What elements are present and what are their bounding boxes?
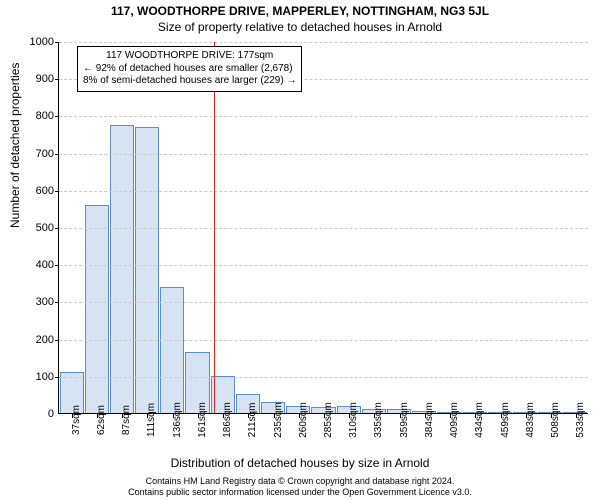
footer-line-2: Contains public sector information licen… xyxy=(0,487,600,498)
xtick-label: 335sqm xyxy=(373,402,384,438)
xtick-label: 260sqm xyxy=(298,402,309,438)
x-axis-label: Distribution of detached houses by size … xyxy=(0,456,600,470)
xtick-label: 186sqm xyxy=(222,402,233,438)
ytick-mark xyxy=(55,377,59,378)
y-axis-label: Number of detached properties xyxy=(8,63,22,228)
gridline xyxy=(59,302,588,303)
xtick-label: 285sqm xyxy=(323,402,334,438)
xtick-label: 161sqm xyxy=(197,402,208,438)
gridline xyxy=(59,265,588,266)
ytick-mark xyxy=(55,340,59,341)
xtick-label: 211sqm xyxy=(247,403,258,438)
ytick-label: 900 xyxy=(14,73,54,85)
ytick-label: 800 xyxy=(14,110,54,122)
ytick-mark xyxy=(55,116,59,117)
gridline xyxy=(59,377,588,378)
ytick-label: 500 xyxy=(14,222,54,234)
gridline xyxy=(59,340,588,341)
annotation-line: 8% of semi-detached houses are larger (2… xyxy=(83,75,296,88)
ytick-label: 400 xyxy=(14,259,54,271)
chart-plot-area: 117 WOODTHORPE DRIVE: 177sqm← 92% of det… xyxy=(58,42,588,414)
footer-attribution: Contains HM Land Registry data © Crown c… xyxy=(0,476,600,499)
gridline xyxy=(59,116,588,117)
ytick-mark xyxy=(55,191,59,192)
gridline xyxy=(59,154,588,155)
annotation-line: ← 92% of detached houses are smaller (2,… xyxy=(83,63,296,76)
xtick-label: 533sqm xyxy=(575,402,586,438)
footer-line-1: Contains HM Land Registry data © Crown c… xyxy=(0,476,600,487)
xtick-label: 136sqm xyxy=(172,402,183,438)
ytick-label: 300 xyxy=(14,296,54,308)
xtick-label: 483sqm xyxy=(525,402,536,438)
histogram-bar xyxy=(135,127,159,413)
xtick-label: 62sqm xyxy=(96,405,107,435)
ytick-label: 200 xyxy=(14,334,54,346)
gridline xyxy=(59,191,588,192)
chart-title-sub: Size of property relative to detached ho… xyxy=(0,18,600,34)
xtick-label: 310sqm xyxy=(348,402,359,438)
ytick-label: 600 xyxy=(14,185,54,197)
xtick-label: 87sqm xyxy=(121,405,132,435)
histogram-bar xyxy=(110,125,134,413)
reference-line xyxy=(214,42,215,413)
ytick-mark xyxy=(55,228,59,229)
annotation-box: 117 WOODTHORPE DRIVE: 177sqm← 92% of det… xyxy=(77,46,302,92)
xtick-label: 409sqm xyxy=(449,402,460,438)
xtick-label: 384sqm xyxy=(424,402,435,438)
ytick-label: 1000 xyxy=(14,36,54,48)
ytick-mark xyxy=(55,302,59,303)
ytick-mark xyxy=(55,265,59,266)
ytick-label: 0 xyxy=(14,408,54,420)
xtick-label: 434sqm xyxy=(474,402,485,438)
ytick-mark xyxy=(55,154,59,155)
ytick-label: 100 xyxy=(14,371,54,383)
chart-title-main: 117, WOODTHORPE DRIVE, MAPPERLEY, NOTTIN… xyxy=(0,0,600,18)
histogram-bar xyxy=(85,205,109,413)
xtick-label: 459sqm xyxy=(500,402,511,438)
ytick-label: 700 xyxy=(14,148,54,160)
gridline xyxy=(59,42,588,43)
ytick-mark xyxy=(55,79,59,80)
xtick-label: 508sqm xyxy=(550,402,561,438)
xtick-label: 37sqm xyxy=(71,405,82,435)
xtick-label: 359sqm xyxy=(399,402,410,438)
xtick-label: 111sqm xyxy=(146,403,157,437)
annotation-line: 117 WOODTHORPE DRIVE: 177sqm xyxy=(83,50,296,63)
gridline xyxy=(59,228,588,229)
histogram-bar xyxy=(160,287,184,413)
xtick-label: 235sqm xyxy=(273,402,284,438)
ytick-mark xyxy=(55,42,59,43)
